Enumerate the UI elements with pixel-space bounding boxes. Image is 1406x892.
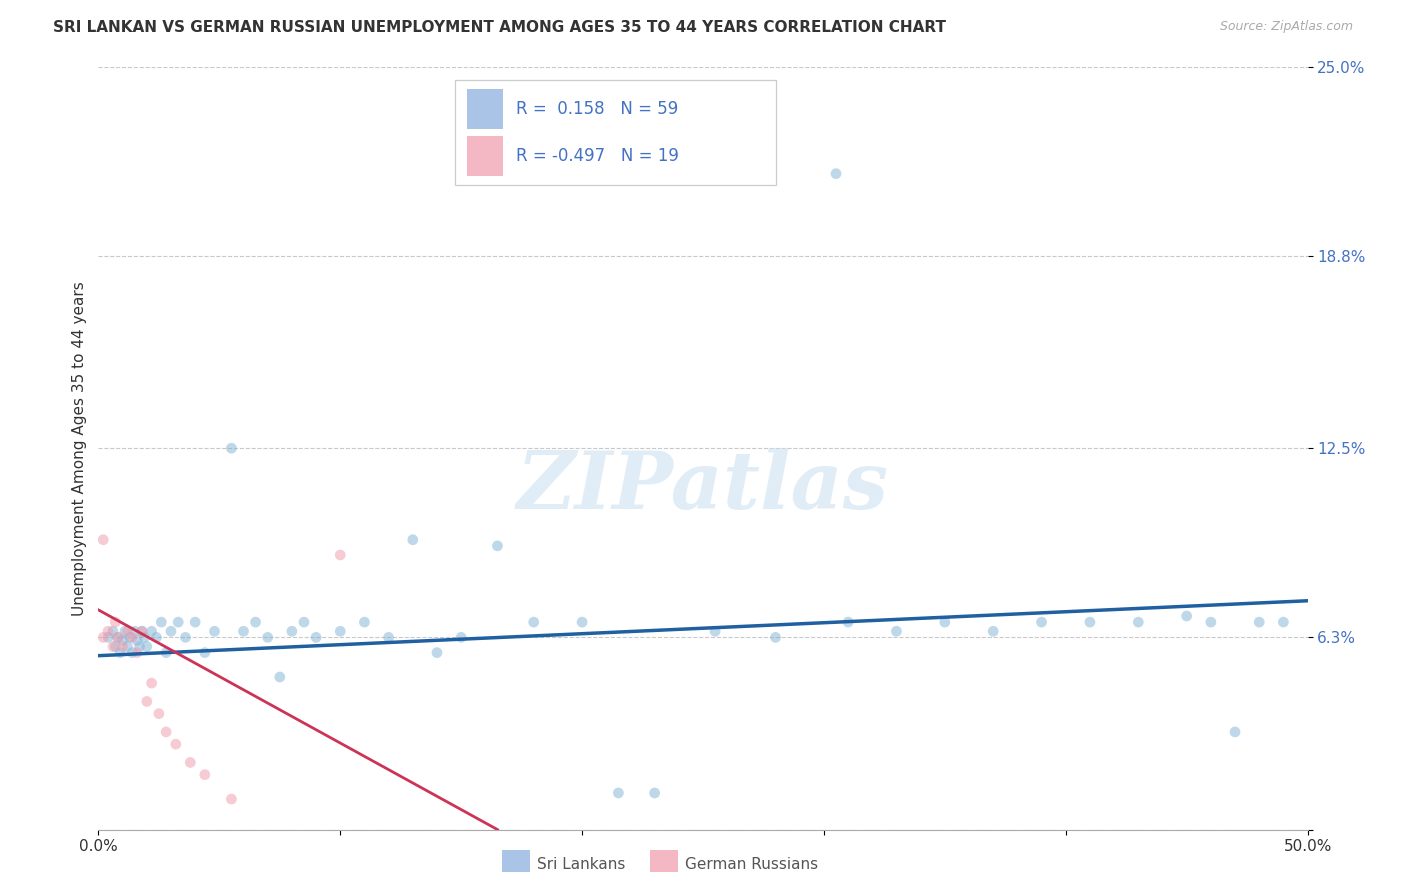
- Point: [1175, 609, 1198, 624]
- Text: ZIPatlas: ZIPatlas: [517, 448, 889, 525]
- Point: [523, 615, 546, 629]
- Point: [121, 631, 143, 645]
- Point: [204, 624, 226, 639]
- Point: [281, 624, 304, 639]
- Point: [114, 624, 136, 639]
- Point: [148, 706, 170, 721]
- Point: [150, 615, 173, 629]
- Text: Source: ZipAtlas.com: Source: ZipAtlas.com: [1219, 20, 1353, 33]
- Point: [607, 786, 630, 800]
- Text: R = -0.497   N = 19: R = -0.497 N = 19: [516, 147, 679, 165]
- Point: [402, 533, 425, 547]
- Point: [111, 633, 134, 648]
- Text: R =  0.158   N = 59: R = 0.158 N = 59: [516, 100, 678, 118]
- Point: [179, 756, 201, 770]
- Point: [135, 640, 157, 654]
- Point: [107, 631, 129, 645]
- Point: [305, 631, 328, 645]
- Point: [353, 615, 375, 629]
- Point: [1249, 615, 1271, 629]
- Point: [141, 624, 163, 639]
- Point: [135, 694, 157, 708]
- Point: [765, 631, 787, 645]
- Point: [486, 539, 509, 553]
- Point: [704, 624, 727, 639]
- Point: [194, 646, 217, 660]
- Point: [101, 640, 124, 654]
- Point: [104, 615, 127, 629]
- Point: [174, 631, 197, 645]
- Point: [329, 624, 352, 639]
- Point: [886, 624, 908, 639]
- Point: [934, 615, 956, 629]
- Point: [91, 533, 114, 547]
- Text: German Russians: German Russians: [685, 857, 818, 872]
- Point: [194, 767, 217, 781]
- Point: [245, 615, 267, 629]
- Point: [160, 624, 183, 639]
- Point: [165, 737, 187, 751]
- Point: [111, 640, 134, 654]
- Point: [127, 633, 149, 648]
- Point: [97, 624, 120, 639]
- Point: [221, 792, 243, 806]
- Point: [108, 646, 131, 660]
- Point: [167, 615, 190, 629]
- Point: [104, 640, 127, 654]
- Point: [232, 624, 254, 639]
- Point: [981, 624, 1004, 639]
- Point: [141, 676, 163, 690]
- Text: Sri Lankans: Sri Lankans: [537, 857, 626, 872]
- Point: [329, 548, 352, 562]
- Point: [131, 624, 153, 639]
- Point: [97, 631, 120, 645]
- Point: [131, 624, 153, 639]
- Point: [426, 646, 449, 660]
- Text: SRI LANKAN VS GERMAN RUSSIAN UNEMPLOYMENT AMONG AGES 35 TO 44 YEARS CORRELATION : SRI LANKAN VS GERMAN RUSSIAN UNEMPLOYMEN…: [53, 20, 946, 35]
- Point: [1272, 615, 1295, 629]
- Point: [1223, 725, 1246, 739]
- Point: [1031, 615, 1053, 629]
- Point: [1078, 615, 1101, 629]
- Point: [118, 631, 141, 645]
- Point: [117, 624, 139, 639]
- Point: [121, 646, 143, 660]
- Point: [644, 786, 666, 800]
- Point: [117, 640, 139, 654]
- Point: [155, 646, 177, 660]
- Point: [377, 631, 399, 645]
- Point: [127, 646, 149, 660]
- Point: [825, 167, 848, 181]
- Point: [124, 624, 146, 639]
- Point: [101, 624, 124, 639]
- Point: [1128, 615, 1150, 629]
- Bar: [467, 136, 503, 176]
- Point: [134, 631, 156, 645]
- Point: [145, 631, 167, 645]
- Point: [107, 631, 129, 645]
- Point: [91, 631, 114, 645]
- Point: [1199, 615, 1222, 629]
- FancyBboxPatch shape: [456, 80, 776, 186]
- Point: [837, 615, 859, 629]
- Point: [221, 441, 243, 455]
- Point: [155, 725, 177, 739]
- Y-axis label: Unemployment Among Ages 35 to 44 years: Unemployment Among Ages 35 to 44 years: [72, 281, 87, 615]
- Bar: [467, 89, 503, 128]
- Point: [269, 670, 291, 684]
- Point: [184, 615, 207, 629]
- Point: [256, 631, 278, 645]
- Point: [450, 631, 472, 645]
- Point: [571, 615, 593, 629]
- Point: [292, 615, 315, 629]
- Point: [128, 640, 150, 654]
